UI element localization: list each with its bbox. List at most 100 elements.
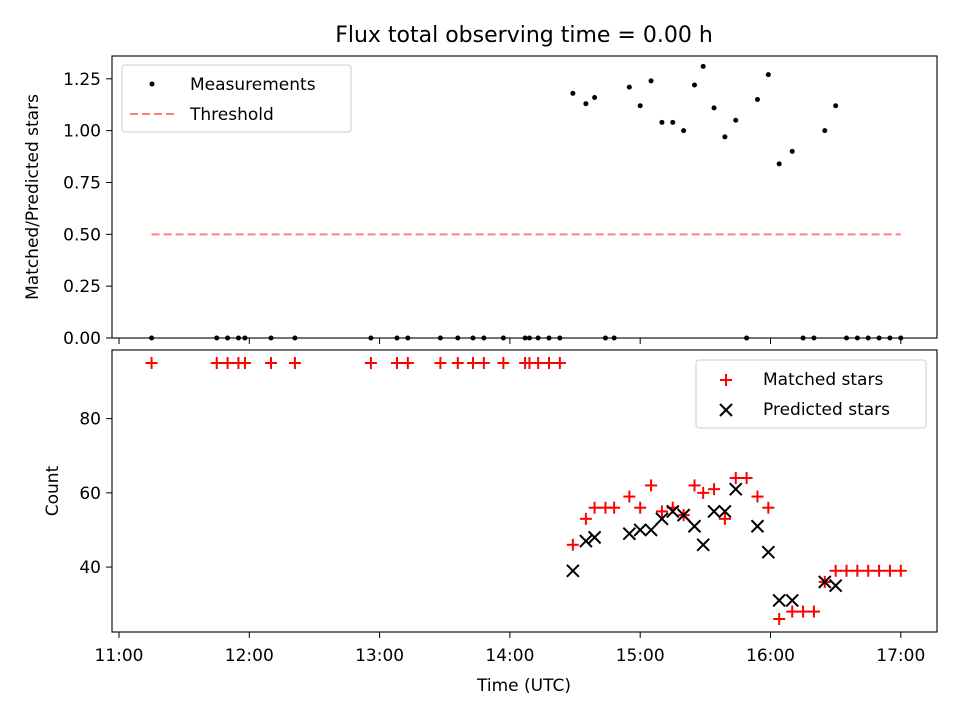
- measurements-point: [822, 128, 828, 134]
- measurements-point: [711, 105, 717, 111]
- predicted-stars-point: [587, 530, 602, 545]
- matched-stars-point: [840, 564, 853, 577]
- top-y-axis: 0.00 0.25 0.50 0.75 1.00 1.25: [63, 70, 112, 349]
- measurements-point: [659, 119, 665, 125]
- bottom-x-tick-label: 11:00: [95, 646, 144, 666]
- measurements-point: [691, 82, 697, 88]
- matched-stars-point: [288, 356, 301, 369]
- matched-stars-point: [829, 564, 842, 577]
- predicted-stars-point: [622, 526, 637, 541]
- legend-matched-label: Matched stars: [763, 370, 883, 390]
- matched-stars-point: [434, 356, 447, 369]
- measurements-point: [789, 148, 795, 154]
- matched-stars-point: [265, 356, 278, 369]
- measurements-point: [776, 161, 782, 167]
- measurements-point: [670, 119, 676, 125]
- predicted-stars-point: [750, 519, 765, 533]
- top-y-tick-label: 0.00: [63, 329, 101, 349]
- legend-predicted-marker: [719, 403, 733, 417]
- measurements-point: [648, 78, 654, 84]
- matched-stars-point: [718, 512, 731, 525]
- bottom-marks: [145, 356, 907, 626]
- top-legend-box: [121, 64, 352, 133]
- bottom-y-tick-label: 80: [79, 410, 101, 430]
- top-plot-frame: [111, 55, 938, 339]
- matched-stars-point: [542, 356, 555, 369]
- predicted-stars-point: [818, 575, 832, 589]
- matched-stars-point: [862, 564, 875, 577]
- bottom-y-axis: 40 60 80: [79, 410, 112, 578]
- matched-stars-point: [894, 564, 907, 577]
- bottom-x-tick-label: 17:00: [876, 646, 925, 666]
- measurements-point: [583, 101, 589, 107]
- predicted-stars-point: [828, 578, 843, 593]
- measurements-point: [833, 103, 839, 109]
- predicted-stars-point: [707, 504, 721, 519]
- matched-stars-point: [608, 501, 621, 514]
- top-y-tick-label: 0.25: [63, 277, 101, 297]
- predicted-stars-point: [718, 504, 732, 519]
- top-y-tick-label: 0.75: [63, 173, 101, 193]
- matched-stars-point: [740, 472, 753, 485]
- predicted-stars-point: [785, 593, 799, 608]
- bottom-plot-frame: [111, 349, 938, 633]
- predicted-stars-point: [566, 564, 580, 578]
- measurements-point: [700, 63, 706, 69]
- measurements-point: [592, 94, 598, 100]
- matched-stars-point: [851, 564, 864, 577]
- matched-stars-point: [786, 605, 799, 618]
- bottom-x-tick-label: 15:00: [616, 646, 665, 666]
- bottom-legend: Matched stars Predicted stars: [695, 359, 927, 429]
- bottom-x-tick-label: 16:00: [746, 646, 795, 666]
- matched-stars-point: [497, 356, 510, 369]
- matched-stars-point: [221, 356, 234, 369]
- matched-stars-point: [751, 490, 764, 503]
- x-axis-label: Time (UTC): [476, 676, 571, 696]
- top-panel: 0.00 0.25 0.50 0.75 1.00 1.25 Matched/Predict…: [23, 55, 938, 349]
- matched-stars-point: [477, 356, 490, 369]
- matched-stars-point: [883, 564, 896, 577]
- matched-stars-point: [364, 356, 377, 369]
- predicted-stars-point: [687, 519, 702, 533]
- measurements-point: [733, 117, 739, 123]
- legend-measurements-label: Measurements: [190, 75, 316, 95]
- bottom-x-tick-label: 13:00: [355, 646, 404, 666]
- matched-stars-point: [773, 613, 786, 626]
- predicted-stars-point: [696, 538, 710, 552]
- matched-stars-point: [697, 486, 710, 499]
- chart-title: Flux total observing time = 0.00 h: [335, 23, 713, 48]
- measurements-point: [754, 97, 760, 103]
- matched-stars-point: [401, 356, 414, 369]
- measurements-point: [765, 72, 771, 78]
- matched-stars-point: [655, 505, 668, 518]
- legend-threshold-label: Threshold: [189, 105, 274, 125]
- predicted-stars-point: [772, 593, 786, 608]
- top-y-axis-label: Matched/Predicted stars: [23, 94, 43, 300]
- matched-stars-point: [797, 605, 810, 618]
- bottom-y-tick-label: 40: [79, 558, 101, 578]
- bottom-x-axis: 11:00 12:00 13:00 14:00 15:00 16:00 17:00: [95, 632, 925, 666]
- predicted-stars-point: [655, 512, 669, 526]
- bottom-x-tick-label: 14:00: [485, 646, 534, 666]
- legend-measurements-marker: [149, 81, 155, 87]
- bottom-y-axis-label: Count: [43, 465, 63, 516]
- matched-stars-point: [645, 479, 658, 492]
- top-x-axis: [118, 338, 902, 344]
- matched-stars-point: [451, 356, 464, 369]
- predicted-stars-point: [666, 504, 680, 519]
- matched-stars-point: [708, 483, 721, 496]
- predicted-stars-point: [761, 545, 776, 559]
- matched-stars-point: [762, 501, 775, 514]
- matched-stars-point: [532, 356, 545, 369]
- predicted-stars-point: [676, 508, 691, 522]
- top-y-tick-label: 1.00: [63, 122, 101, 142]
- matched-stars-point: [466, 356, 479, 369]
- matched-stars-point: [623, 490, 636, 503]
- matched-stars-point: [238, 356, 251, 369]
- matched-stars-point: [729, 472, 742, 485]
- predicted-stars-point: [729, 482, 743, 496]
- matched-stars-point: [553, 356, 566, 369]
- top-y-tick-label: 1.25: [63, 70, 101, 90]
- matched-stars-point: [145, 356, 158, 369]
